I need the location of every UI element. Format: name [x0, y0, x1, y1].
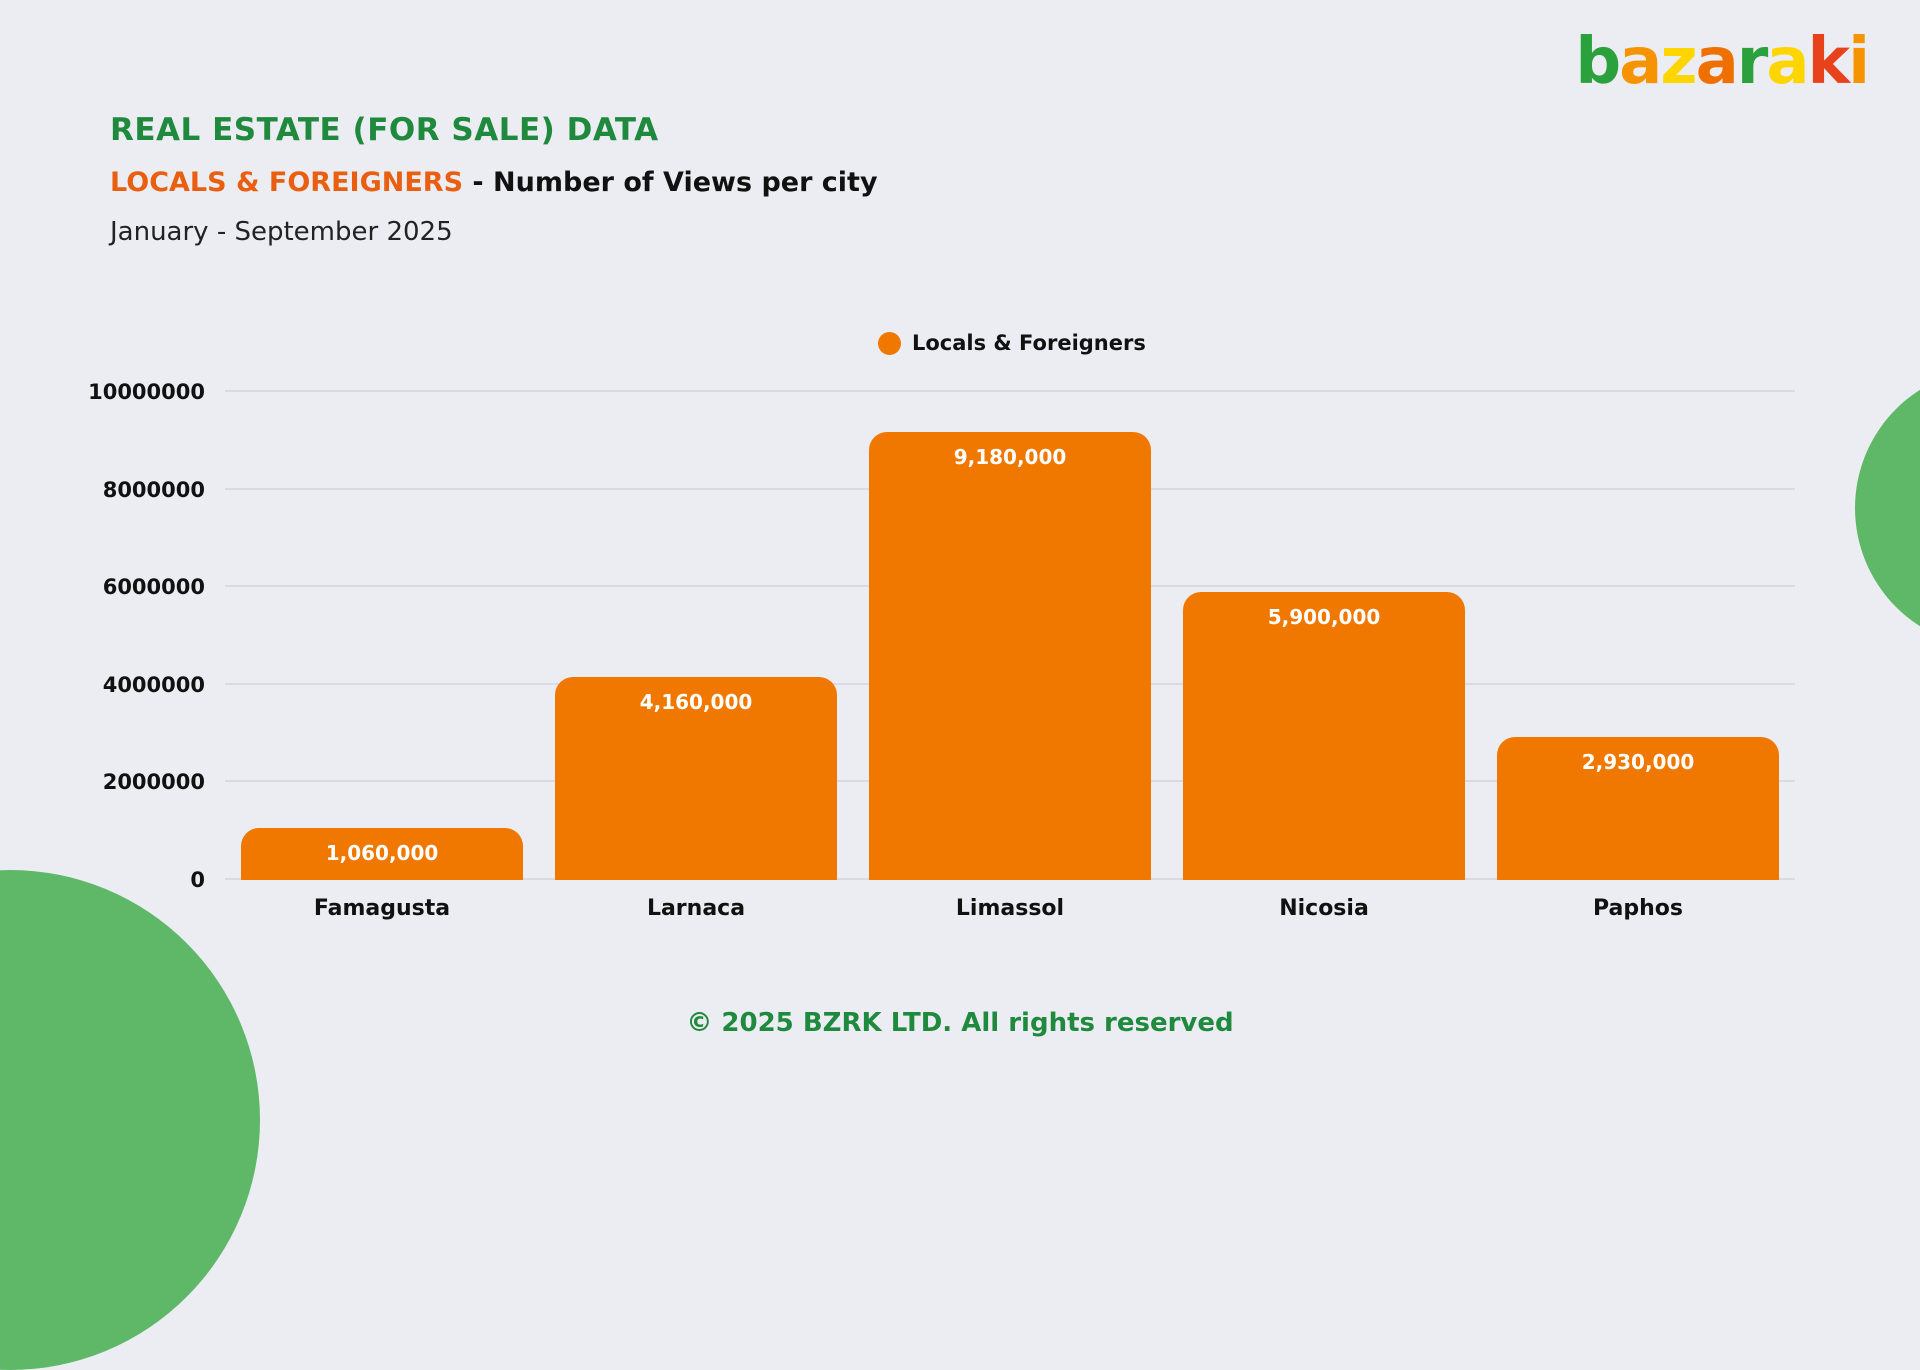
logo-letter: a [1619, 25, 1662, 99]
gridline [225, 390, 1795, 392]
bar-paphos: 2,930,000 [1497, 737, 1779, 880]
subtitle-highlight: LOCALS & FOREIGNERS [110, 167, 464, 198]
bar-slot: 9,180,000 [853, 392, 1167, 880]
plot-area: 1,060,000 4,160,000 9,180,000 5,900,000 2,93… [225, 390, 1795, 880]
x-tick-label: Famagusta [313, 896, 451, 921]
logo-letter: a [1766, 25, 1809, 99]
page-title: REAL ESTATE (FOR SALE) DATA [110, 112, 659, 148]
bar-famagusta: 1,060,000 [241, 828, 523, 880]
y-tick-label: 6000000 [102, 575, 205, 600]
bar-value-label: 4,160,000 [639, 690, 753, 714]
x-tick-label: Limassol [955, 896, 1065, 921]
logo-letter: k [1807, 25, 1851, 99]
legend-label: Locals & Foreigners [912, 331, 1146, 355]
bar-slot: 5,900,000 [1167, 392, 1481, 880]
logo-letter: r [1736, 25, 1769, 99]
y-axis-labels: 0 2000000 4000000 6000000 8000000 10000000 [0, 380, 205, 892]
bar-slot: 4,160,000 [539, 392, 853, 880]
y-tick-label: 8000000 [102, 477, 205, 502]
y-tick-label: 10000000 [88, 380, 205, 404]
bar-value-label: 5,900,000 [1267, 605, 1381, 630]
bar-value-label: 1,060,000 [325, 841, 439, 866]
x-tick-label: Paphos [1593, 896, 1683, 921]
bar-slot: 1,060,000 [225, 392, 539, 880]
bar-larnaca: 4,160,000 [555, 677, 837, 880]
bazaraki-logo: bazaraki [1575, 30, 1870, 94]
bar-limassol: 9,180,000 [869, 432, 1151, 880]
subtitle-rest: - Number of Views per city [463, 167, 878, 198]
decorative-circle-bottom-left [0, 870, 260, 1370]
y-tick-label: 4000000 [102, 672, 205, 697]
x-axis-labels: Famagusta Larnaca Limassol Nicosia Paphos [225, 896, 1795, 921]
bars-container: 1,060,000 4,160,000 9,180,000 5,900,000 2,93… [225, 392, 1795, 880]
logo-letter: b [1575, 25, 1621, 99]
logo-letter: z [1660, 25, 1697, 99]
legend-dot-icon [878, 331, 901, 355]
period-label: January - September 2025 [110, 217, 453, 247]
y-tick-label: 2000000 [102, 770, 205, 795]
copyright-notice: © 2025 BZRK LTD. All rights reserved [686, 1008, 1234, 1038]
bar-value-label: 9,180,000 [953, 445, 1067, 470]
x-tick-label: Nicosia [1279, 896, 1369, 921]
y-tick-label: 0 [190, 868, 205, 892]
x-tick-label: Larnaca [646, 896, 746, 921]
chart-legend: Locals & Foreigners [878, 331, 1146, 355]
page-subtitle: LOCALS & FOREIGNERS - Number of Views pe… [110, 167, 878, 198]
decorative-circle-right [1855, 368, 1920, 648]
bar-value-label: 2,930,000 [1581, 750, 1695, 775]
bar-nicosia: 5,900,000 [1183, 592, 1465, 880]
bar-slot: 2,930,000 [1481, 392, 1795, 880]
logo-letter: a [1695, 25, 1739, 99]
logo-letter: i [1848, 25, 1870, 99]
